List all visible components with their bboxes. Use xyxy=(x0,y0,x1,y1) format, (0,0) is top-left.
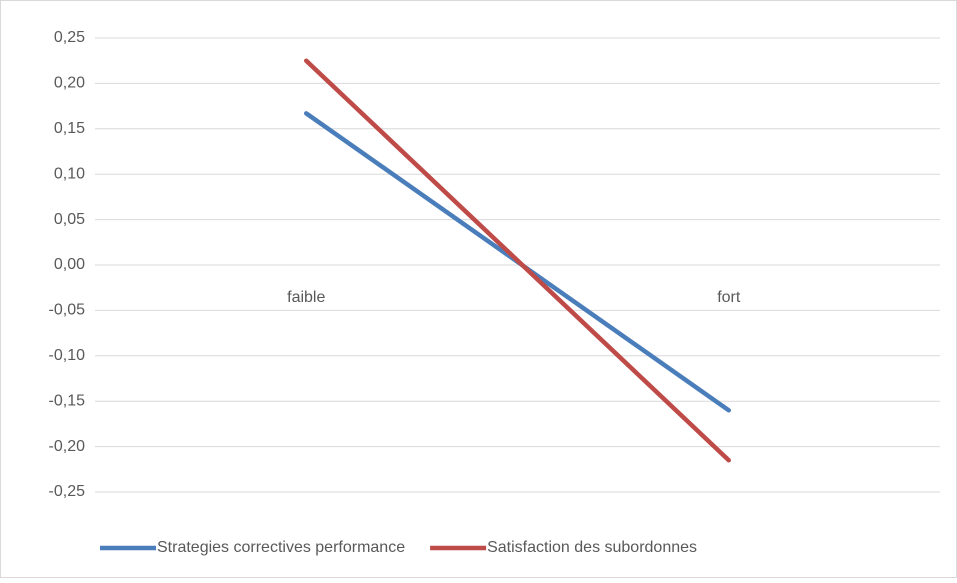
y-tick-label: -0,20 xyxy=(49,438,86,455)
y-tick-label: 0,25 xyxy=(54,29,85,46)
x-tick-label: faible xyxy=(287,289,325,306)
y-tick-label: 0,00 xyxy=(54,256,85,273)
y-tick-label: 0,05 xyxy=(54,211,85,228)
x-tick-label: fort xyxy=(717,289,741,306)
y-tick-label: -0,15 xyxy=(49,392,86,409)
y-tick-label: 0,15 xyxy=(54,120,85,137)
legend-label: Strategies correctives performance xyxy=(157,539,405,556)
y-tick-label: -0,05 xyxy=(49,302,86,319)
series-line xyxy=(304,58,731,463)
y-tick-label: -0,10 xyxy=(49,347,86,364)
y-tick-label: 0,20 xyxy=(54,75,85,92)
y-tick-label: 0,10 xyxy=(54,165,85,182)
y-tick-label: -0,25 xyxy=(49,483,86,500)
legend-label: Satisfaction des subordonnes xyxy=(487,539,697,556)
